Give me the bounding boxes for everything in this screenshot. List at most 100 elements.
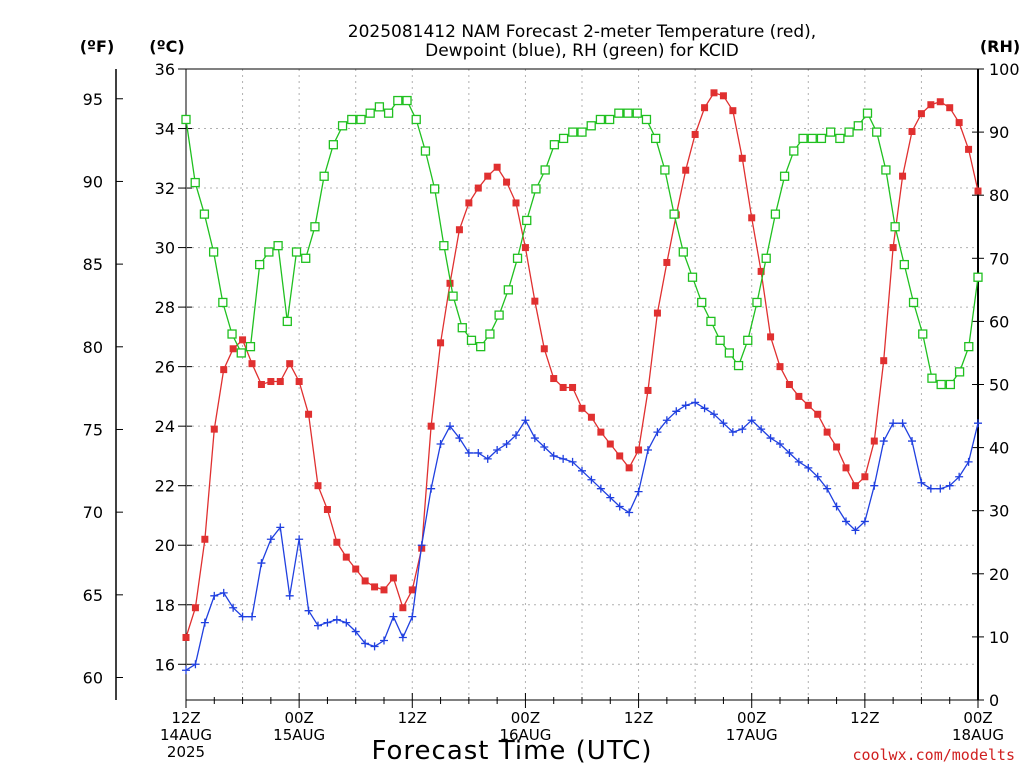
rh-point [512,253,523,263]
dewpoint-point [964,457,973,466]
rh-point [558,133,569,144]
temperature-point [908,128,916,136]
temperature-point [748,214,756,222]
dewpoint-point [530,434,539,443]
rh-point [393,95,403,106]
x-tick-label: 2025 [167,743,205,761]
dewpoint-point [483,454,492,463]
rh-point [945,379,956,390]
rh-point [881,165,891,175]
temperature-point [974,187,982,195]
rh-point [623,108,633,118]
temperature-point [446,279,454,287]
dewpoint-point [304,606,313,615]
rh-point [245,341,256,352]
dewpoint-point [219,588,228,597]
rh-point [927,373,937,383]
temperature-point [408,586,416,594]
x-tick-label: 16AUG [499,726,551,744]
temperature-point [701,104,709,112]
temperature-point [201,535,209,543]
celsius-tick-label: 36 [155,60,175,79]
rh-tick-label: 90 [989,123,1009,142]
rh-point [954,367,965,377]
rh-point [660,165,670,175]
temperature-point [729,107,737,115]
rh-point [862,108,873,118]
temperature-point [757,267,765,275]
rh-point [973,272,983,282]
temperature-point [635,446,643,454]
temperature-point [587,413,595,421]
temperature-point [597,428,605,436]
temperature-point [314,482,322,490]
rh-point [770,209,781,219]
rh-point [651,133,661,144]
rh-point [549,140,560,150]
rh-point [218,297,228,308]
temperature-point [785,381,793,388]
rh-point [872,127,882,137]
temperature-point [512,199,520,207]
dewpoint-point [889,419,898,428]
rh-point [227,329,237,339]
rh-point [282,316,292,327]
dewpoint-point [314,621,322,630]
rh-point [503,285,513,295]
temperature-point [352,565,360,573]
temperature-point [663,258,671,266]
chart-title-line-1: 2025081412 NAM Forecast 2-meter Temperat… [348,22,816,42]
dewpoint-point [323,618,332,627]
rh-point [319,171,329,181]
temperature-point [569,383,577,391]
dewpoint-point [832,502,841,511]
temperature-point [861,473,869,481]
dewpoint-point [606,493,615,502]
fahrenheit-tick-label: 80 [83,338,103,357]
dewpoint-point [596,484,605,493]
temperature-point [550,375,558,383]
dewpoint-point [804,463,813,472]
dewpoint-point [578,466,586,475]
x-axis-title: Forecast Time (UTC) [371,736,652,766]
temperature-point [380,586,388,594]
rh-point [494,310,504,320]
rh-point [255,259,265,270]
rh-point [208,247,219,257]
rh-point [485,329,495,339]
fahrenheit-tick-label: 75 [83,420,103,439]
temperature-point [738,154,746,162]
dewpoint-point [926,484,935,493]
temperature-point [606,440,614,448]
temperature-point [220,366,228,374]
dewpoint-point [295,535,304,544]
temperature-point [653,309,661,317]
celsius-tick-label: 22 [155,477,175,496]
rh-point [466,335,477,345]
fahrenheit-unit-label: (ºF) [80,37,115,56]
dewpoint-point [427,484,436,493]
dewpoint-point [870,481,879,490]
temperature-point [531,297,539,305]
x-tick-label: 00Z [284,709,313,727]
temperature-point [210,425,218,433]
rh-point [356,114,366,125]
rh-point [614,108,624,118]
temperature-point [814,410,822,418]
axes [115,68,984,708]
dewpoint-point [974,419,982,428]
dewpoint-point [493,445,502,454]
x-tick-label: 14AUG [160,726,212,744]
rh-point [853,121,863,131]
temperature-point [484,172,492,180]
x-tick-label: 00Z [737,709,766,727]
temperature-point [182,633,190,641]
dewpoint-point [898,419,907,428]
temperature-point [493,163,501,171]
temperature-point [851,482,859,490]
rh-tick-label: 80 [989,186,1009,205]
temperature-point [503,178,511,186]
dewpoint-point [285,591,294,600]
dewpoint-point [700,404,709,413]
rh-point [899,259,909,270]
